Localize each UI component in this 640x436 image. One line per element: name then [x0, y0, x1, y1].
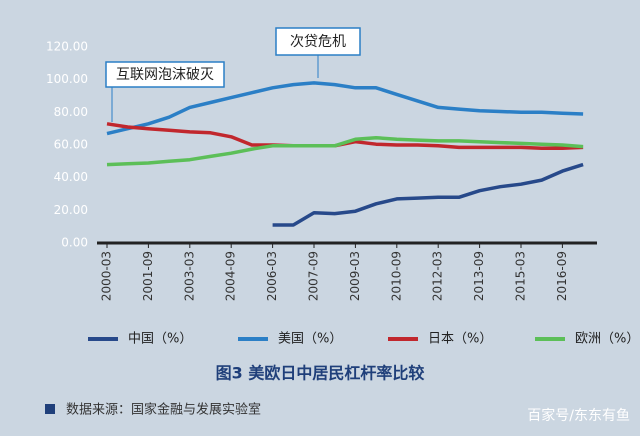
series-line: [106, 135, 584, 167]
y-tick-label: 60.00: [54, 138, 88, 152]
series-line: [106, 81, 584, 136]
legend-label: 中国（%）: [128, 332, 192, 347]
annotation-box: [275, 27, 361, 56]
y-tick-label: 0.00: [61, 236, 88, 250]
source-icon: [45, 404, 55, 414]
legend-label: 日本（%）: [428, 332, 492, 347]
x-tick-label: 2012-03: [431, 251, 445, 301]
x-tick-label: 2009-03: [348, 251, 362, 301]
annotation: 互联网泡沫破灭: [116, 67, 214, 83]
x-tick-label: 2015-03: [514, 251, 528, 301]
x-tick-label: 2000-03: [100, 251, 114, 301]
legend-label: 美国（%）: [278, 332, 342, 347]
watermark: 百家号/东东有鱼: [527, 407, 630, 424]
y-tick-label: 100.00: [46, 72, 88, 86]
annotation: 次贷危机: [290, 34, 346, 50]
y-tick-label: 120.00: [46, 40, 88, 54]
x-tick-label: 2010-09: [389, 251, 403, 301]
x-tick-label: 2007-09: [307, 251, 321, 301]
x-tick-label: 2013-09: [472, 251, 486, 301]
source: 数据来源：国家金融与发展实验室: [66, 402, 261, 418]
x-tick-label: 2004-09: [224, 251, 238, 301]
annotation-box: [105, 61, 225, 88]
chart-title: 图3 美欧日中居民杠杆率比较: [216, 364, 425, 383]
y-tick-label: 20.00: [54, 203, 88, 217]
legend-label: 欧洲（%）: [575, 332, 639, 347]
x-tick-label: 2006-03: [265, 251, 279, 301]
x-tick-label: 2016-09: [555, 251, 569, 301]
x-tick-label: 2003-03: [182, 251, 196, 301]
series-line: [272, 162, 584, 227]
x-tick-label: 2001-09: [141, 251, 155, 301]
y-tick-label: 40.00: [54, 170, 88, 184]
y-tick-label: 80.00: [54, 105, 88, 119]
